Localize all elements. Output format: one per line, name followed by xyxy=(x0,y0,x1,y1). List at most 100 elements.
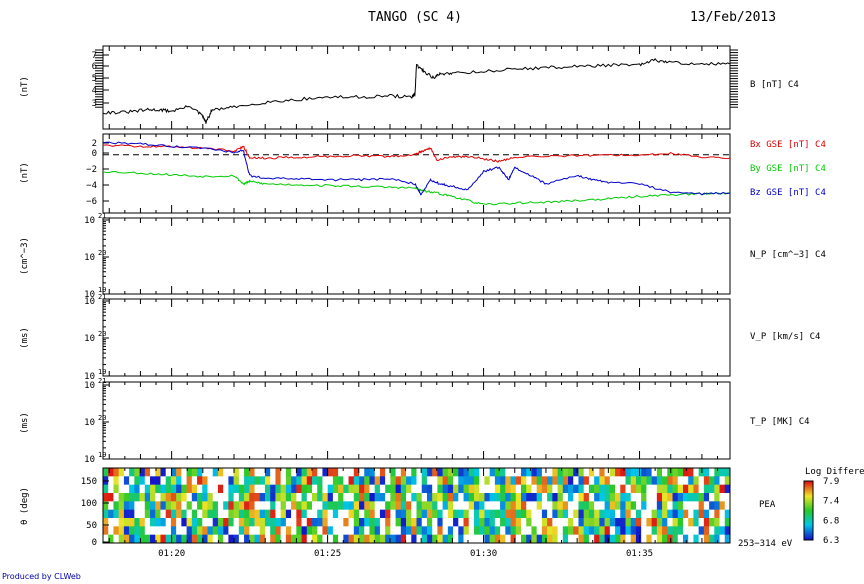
heatmap-cell xyxy=(369,476,375,485)
heatmap-cell xyxy=(406,476,412,485)
heatmap-cell xyxy=(646,484,652,494)
plot-title: TANGO (SC 4) xyxy=(368,10,462,25)
heatmap-cell xyxy=(604,518,611,527)
heatmap-cell xyxy=(521,476,527,485)
colorbar-segment xyxy=(804,504,813,507)
heatmap-cell xyxy=(312,484,318,494)
heatmap-cell xyxy=(562,484,569,494)
y-tick-label: 7 xyxy=(92,51,97,61)
heatmap-cell xyxy=(306,534,313,544)
heatmap-cell xyxy=(494,476,501,485)
heatmap-cell xyxy=(322,534,328,544)
heatmap-cell xyxy=(343,534,349,544)
heatmap-cell xyxy=(322,509,328,519)
heatmap-cell xyxy=(223,518,229,527)
heatmap-cell xyxy=(129,484,135,494)
heatmap-cell xyxy=(426,493,433,502)
heatmap-cell xyxy=(531,501,537,510)
heatmap-cell xyxy=(505,493,511,502)
heatmap-cell xyxy=(238,476,245,485)
heatmap-cell xyxy=(432,509,438,519)
heatmap-cell xyxy=(338,476,344,485)
y-axis-label: (nT) xyxy=(20,162,30,184)
heatmap-cell xyxy=(254,476,261,485)
heatmap-cell xyxy=(588,493,595,502)
heatmap-cell xyxy=(656,468,663,477)
heatmap-cell xyxy=(364,501,370,510)
heatmap-cell xyxy=(677,526,684,535)
heatmap-cell xyxy=(338,501,344,510)
heatmap-cell xyxy=(656,526,663,535)
heatmap-cell xyxy=(421,509,428,519)
heatmap-cell xyxy=(312,509,318,519)
heatmap-cell xyxy=(176,493,182,502)
heatmap-cell xyxy=(693,493,699,502)
heatmap-cell xyxy=(719,484,726,494)
heatmap-cell xyxy=(719,493,726,502)
heatmap-cell xyxy=(724,501,731,510)
heatmap-cell xyxy=(552,518,558,527)
heatmap-cell xyxy=(583,526,590,535)
plot-frame xyxy=(102,381,731,460)
heatmap-cell xyxy=(395,476,402,485)
heatmap-cell xyxy=(416,484,423,494)
plot-date: 13/Feb/2013 xyxy=(690,10,776,25)
heatmap-cell xyxy=(170,493,177,502)
heatmap-cell xyxy=(217,534,224,544)
heatmap-cell xyxy=(656,493,663,502)
heatmap-cell xyxy=(552,493,558,502)
heatmap-cell xyxy=(264,518,271,527)
heatmap-cell xyxy=(719,468,726,477)
heatmap-cell xyxy=(348,509,355,519)
heatmap-cell xyxy=(656,518,663,527)
heatmap-cell xyxy=(510,526,517,535)
heatmap-cell xyxy=(672,509,679,519)
heatmap-cell xyxy=(202,468,208,477)
heatmap-cell xyxy=(217,468,224,477)
heatmap-cell xyxy=(500,509,506,519)
heatmap-cell xyxy=(291,534,297,544)
heatmap-cell xyxy=(682,484,689,494)
heatmap-cell xyxy=(197,484,203,494)
heatmap-cell xyxy=(599,501,605,510)
heatmap-label: PEA xyxy=(759,500,776,510)
heatmap-cell xyxy=(228,468,234,477)
heatmap-cell xyxy=(176,484,182,494)
heatmap-cell xyxy=(677,468,684,477)
heatmap-cell xyxy=(531,509,537,519)
heatmap-cell xyxy=(693,518,699,527)
heatmap-cell xyxy=(646,534,652,544)
heatmap-cell xyxy=(296,509,302,519)
heatmap-cell xyxy=(573,501,579,510)
heatmap-cell xyxy=(285,493,292,502)
heatmap-cell xyxy=(494,526,501,535)
heatmap-cell xyxy=(244,518,250,527)
heatmap-cell xyxy=(181,501,187,510)
heatmap-cell xyxy=(285,476,292,485)
heatmap-cell xyxy=(348,526,355,535)
heatmap-cell xyxy=(709,493,715,502)
heatmap-cell xyxy=(348,501,355,510)
colorbar-tick-label: 6.3 xyxy=(823,536,839,546)
heatmap-cell xyxy=(468,526,475,535)
heatmap-cell xyxy=(353,526,360,535)
heatmap-cell xyxy=(672,468,679,477)
heatmap-cell xyxy=(489,509,496,519)
heatmap-cell xyxy=(270,468,276,477)
heatmap-cell xyxy=(698,501,705,510)
heatmap-cell xyxy=(306,493,313,502)
heatmap-cell xyxy=(458,509,464,519)
heatmap-cell xyxy=(541,484,548,494)
heatmap-cell xyxy=(144,476,151,485)
heatmap-cell xyxy=(714,484,720,494)
heatmap-cell xyxy=(155,493,161,502)
heatmap-cell xyxy=(264,484,271,494)
heatmap-cell xyxy=(191,501,198,510)
heatmap-cell xyxy=(562,468,569,477)
heatmap-cell xyxy=(118,509,125,519)
heatmap-cell xyxy=(693,534,699,544)
heatmap-cell xyxy=(118,484,125,494)
heatmap-cell xyxy=(202,476,208,485)
heatmap-cell xyxy=(411,501,417,510)
heatmap-cell xyxy=(594,534,600,544)
